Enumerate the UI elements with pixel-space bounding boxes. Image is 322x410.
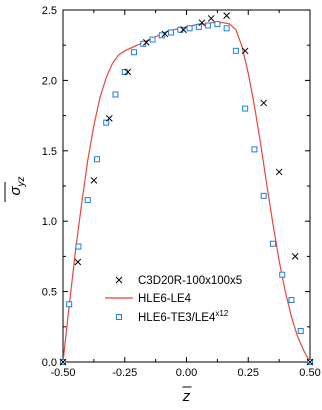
point-hle6-te3-le4 (214, 21, 221, 28)
y-tick-label: 2.5 (42, 5, 57, 17)
point-hle6-te3-le4 (269, 240, 276, 247)
point-hle6-te3-le4 (251, 146, 258, 153)
point-hle6-te3-le4 (103, 119, 110, 126)
legend: C3D20R-100x100x5 HLE6-LE4 HLE6-TE3/LE4x12 (105, 275, 242, 324)
y-tick-label: 2.0 (42, 75, 57, 87)
y-axis-label: σyz (7, 176, 27, 195)
point-c3d20r (306, 358, 314, 366)
cross-stroke (291, 253, 299, 260)
point-hle6-te3-le4 (75, 243, 82, 250)
axis-ticks: -0.50 -0.25 0.00 0.25 0.50 0.0 0.5 1.0 1.5 2.0 2.5 (42, 5, 321, 379)
point-hle6-te3-le4 (205, 22, 212, 29)
point-hle6-te3-le4 (195, 23, 202, 30)
point-c3d20r (180, 26, 187, 34)
legend-square-symbol (116, 314, 122, 320)
point-hle6-te3-le4 (297, 328, 304, 335)
legend-label: C3D20R-100x100x5 (138, 275, 242, 287)
point-hle6-te3-le4 (168, 29, 175, 36)
cross-stroke (260, 99, 268, 107)
point-hle6-te3-le4 (93, 156, 100, 163)
point-c3d20r (143, 39, 150, 46)
cross-stroke (275, 168, 283, 176)
point-c3d20r (161, 30, 169, 38)
x-tick-label: 0.50 (299, 367, 320, 379)
cross-stroke (207, 15, 215, 22)
plot-area (62, 9, 311, 363)
point-hle6-te3-le4 (288, 297, 295, 304)
point-c3d20r (241, 47, 249, 55)
cross-stroke (115, 276, 123, 284)
x-tick-label: 0.00 (176, 367, 197, 379)
point-c3d20r (105, 115, 113, 122)
point-hle6-te3-le4 (260, 192, 267, 199)
point-hle6-te3-le4 (232, 47, 239, 54)
x-tick-label: -0.50 (50, 367, 75, 379)
legend-label: HLE6-LE4 (138, 293, 192, 305)
x-axis-label: z (182, 388, 191, 405)
point-c3d20r (260, 99, 268, 107)
cross-stroke (241, 47, 249, 55)
point-c3d20r (223, 12, 230, 19)
cross-stroke (223, 12, 230, 19)
point-hle6-te3-le4 (112, 91, 119, 98)
cross-stroke (306, 358, 314, 366)
legend-label: HLE6-TE3/LE4x12 (138, 309, 229, 324)
x-tick-label: -0.25 (112, 367, 137, 379)
point-c3d20r (275, 168, 283, 176)
point-c3d20r (59, 358, 67, 366)
cross-stroke (59, 358, 67, 366)
point-c3d20r (90, 177, 98, 184)
y-tick-label: 0.0 (42, 357, 57, 369)
point-hle6-te3-le4 (140, 40, 147, 47)
point-hle6-te3-le4 (131, 49, 138, 56)
point-c3d20r (198, 19, 206, 27)
point-hle6-te3-le4 (223, 25, 230, 32)
legend-cross-symbol (115, 276, 123, 284)
point-hle6-te3-le4 (186, 25, 193, 32)
point-hle6-te3-le4 (242, 105, 249, 112)
point-c3d20r (207, 15, 215, 22)
y-tick-label: 1.0 (42, 216, 57, 228)
cross-stroke (105, 115, 113, 122)
plot-frame (62, 9, 311, 363)
point-hle6-te3-le4 (84, 197, 91, 204)
series-layer (59, 12, 314, 366)
cross-stroke (161, 30, 169, 38)
point-hle6-te3-le4 (149, 36, 156, 43)
point-c3d20r (291, 253, 299, 260)
point-c3d20r (124, 68, 132, 76)
cross-stroke (74, 258, 82, 266)
cross-stroke (124, 68, 132, 76)
point-c3d20r (74, 258, 82, 266)
point-hle6-te3-le4 (158, 32, 165, 39)
y-tick-label: 0.5 (42, 287, 57, 299)
y-tick-label: 1.5 (42, 146, 57, 158)
point-hle6-te3-le4 (66, 301, 73, 308)
x-tick-label: 0.25 (238, 367, 259, 379)
point-hle6-te3-le4 (279, 271, 286, 278)
cross-stroke (198, 19, 206, 27)
cross-stroke (143, 39, 150, 46)
cross-stroke (90, 177, 98, 184)
cross-stroke (180, 26, 187, 34)
